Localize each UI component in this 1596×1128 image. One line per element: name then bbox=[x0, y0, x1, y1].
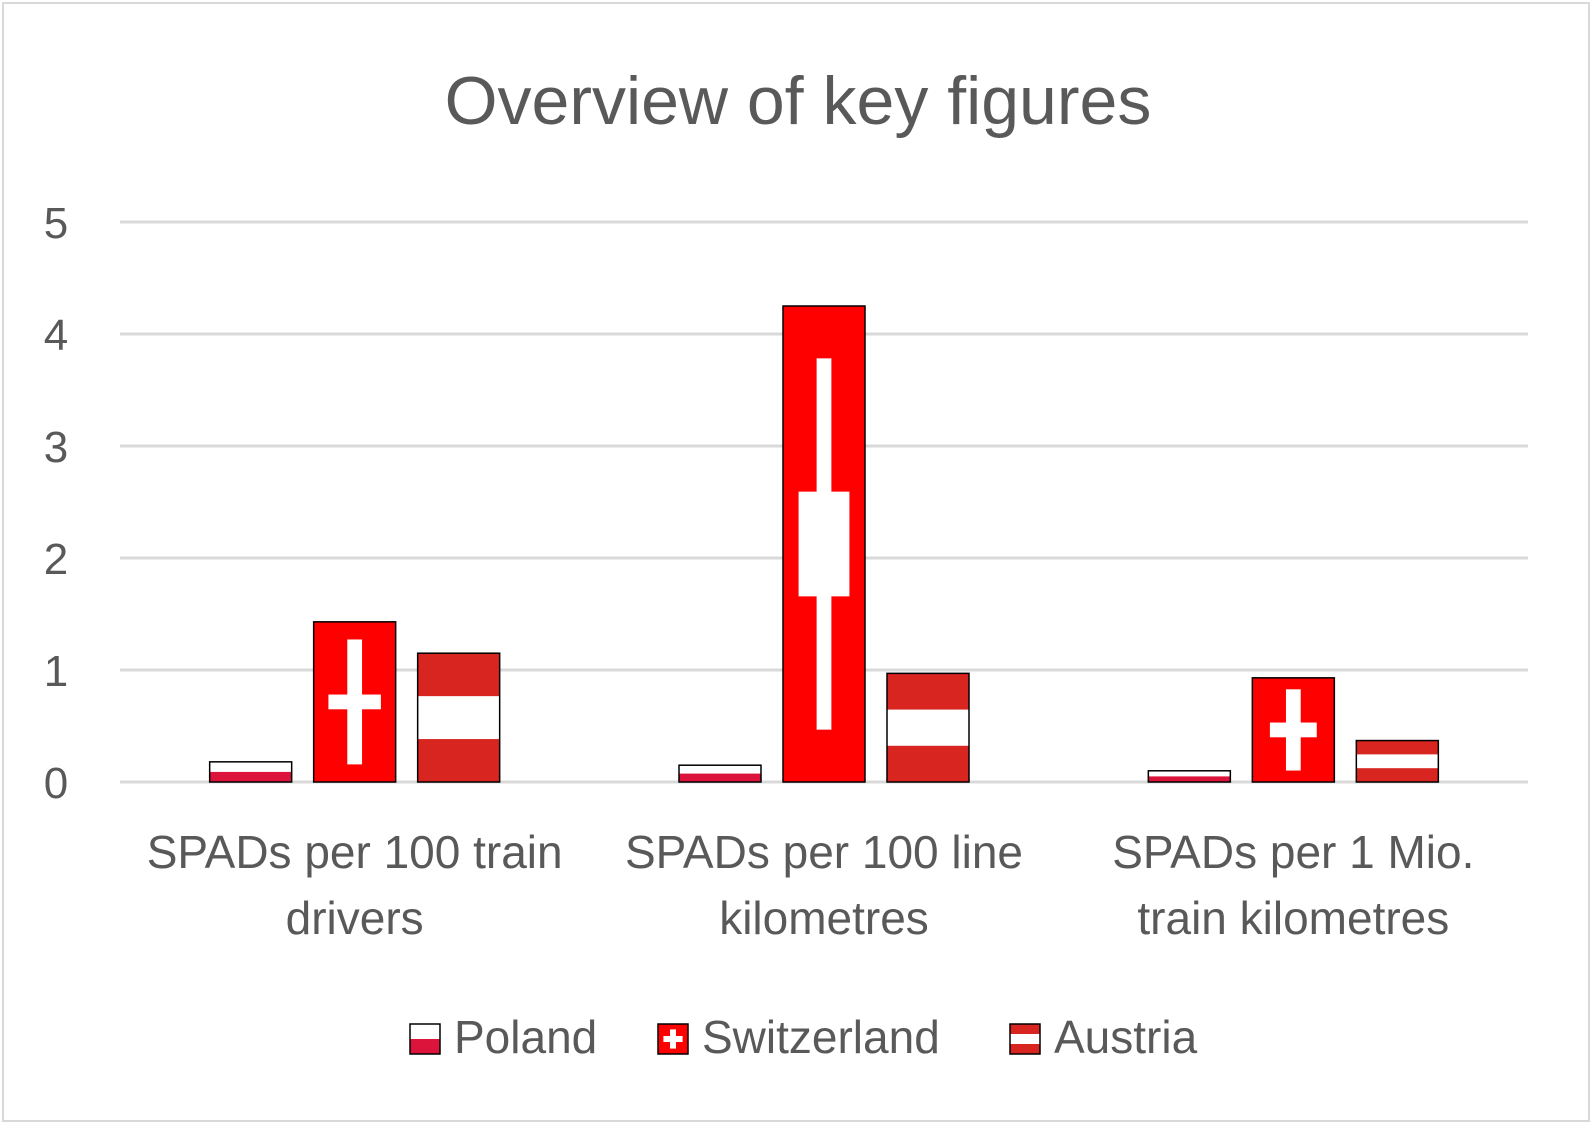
flag-outline bbox=[1009, 1023, 1041, 1055]
flag-red-band bbox=[209, 771, 292, 782]
y-axis-ticks: 0 1 2 3 4 5 bbox=[44, 199, 68, 808]
flag-white-band bbox=[887, 709, 969, 746]
bar-austria bbox=[886, 672, 970, 783]
flag-white-band bbox=[1356, 754, 1439, 769]
legend-item-austria: Austria bbox=[1009, 1011, 1198, 1063]
bar-poland bbox=[1147, 770, 1232, 783]
bar-switzerland bbox=[782, 305, 866, 783]
legend-label: Switzerland bbox=[702, 1011, 940, 1063]
bar-poland bbox=[678, 764, 762, 783]
bar-poland bbox=[208, 761, 293, 783]
flag-red-band bbox=[410, 1039, 440, 1054]
flag-cross-horizontal bbox=[328, 694, 381, 710]
y-tick-label: 4 bbox=[44, 311, 68, 360]
bar-austria bbox=[1355, 739, 1440, 783]
flag-white-band bbox=[1010, 1034, 1040, 1044]
x-tick-label: train kilometres bbox=[1137, 892, 1449, 944]
flag-outline bbox=[1147, 770, 1232, 783]
flag-white-band bbox=[417, 696, 500, 740]
flag-cross-horizontal bbox=[798, 491, 850, 597]
x-tick-label: SPADs per 1 Mio. bbox=[1112, 826, 1474, 878]
y-tick-label: 5 bbox=[44, 199, 68, 248]
flag-cross-horizontal bbox=[1269, 722, 1317, 738]
x-tick-label: SPADs per 100 line bbox=[625, 826, 1023, 878]
flag-outline bbox=[1355, 739, 1440, 783]
bar-switzerland bbox=[1251, 677, 1336, 783]
y-tick-label: 0 bbox=[44, 759, 68, 808]
y-tick-label: 3 bbox=[44, 423, 68, 472]
bars bbox=[208, 305, 1440, 783]
flag-outline bbox=[208, 761, 293, 783]
legend-label: Austria bbox=[1054, 1011, 1198, 1063]
legend-item-poland: Poland bbox=[409, 1011, 597, 1063]
flag-cross-horizontal bbox=[663, 1036, 683, 1042]
x-tick-label: drivers bbox=[286, 892, 424, 944]
chart-title: Overview of key figures bbox=[445, 63, 1152, 139]
flag-red-band bbox=[1148, 776, 1231, 782]
legend-label: Poland bbox=[454, 1011, 597, 1063]
flag-outline bbox=[409, 1023, 441, 1055]
flag-outline bbox=[886, 672, 970, 783]
x-axis-labels: SPADs per 100 train drivers SPADs per 100 … bbox=[147, 826, 1475, 944]
flag-outline bbox=[678, 764, 762, 783]
bar-switzerland bbox=[312, 621, 397, 783]
y-tick-label: 1 bbox=[44, 647, 68, 696]
bar-austria bbox=[416, 652, 501, 783]
legend: Poland Switzerland Austria bbox=[409, 1011, 1198, 1063]
x-tick-label: kilometres bbox=[719, 892, 929, 944]
y-tick-label: 2 bbox=[44, 535, 68, 584]
x-tick-label: SPADs per 100 train bbox=[147, 826, 563, 878]
legend-item-switzerland: Switzerland bbox=[657, 1011, 940, 1063]
flag-outline bbox=[416, 652, 501, 783]
flag-red-band bbox=[679, 773, 761, 782]
